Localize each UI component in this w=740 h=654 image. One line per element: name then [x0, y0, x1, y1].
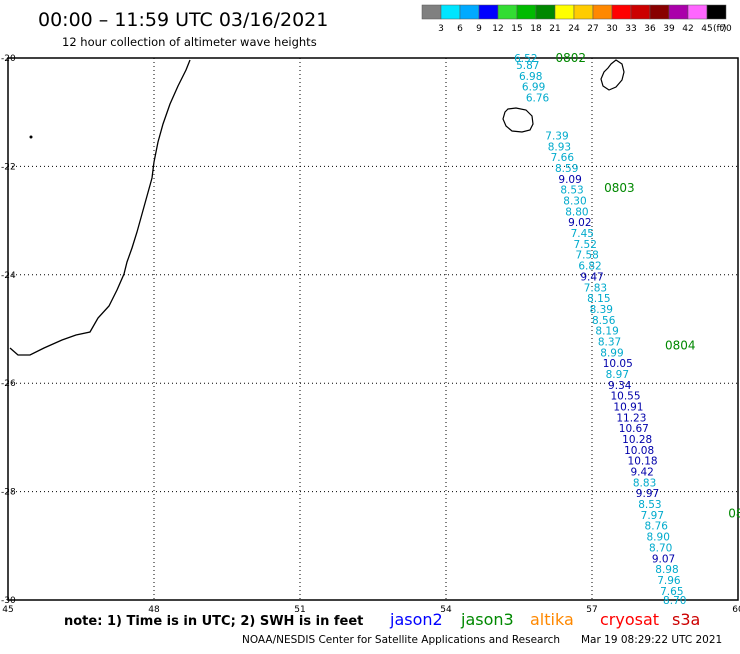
wave-height-label: 6.76	[526, 93, 550, 105]
footer-credit: NOAA/NESDIS Center for Satellite Applica…	[242, 634, 560, 646]
pass-time-label: 0802	[556, 51, 587, 65]
scale-swatch	[593, 5, 612, 19]
axis-tick-labels: 454851545760-20-22-24-26-28-30	[1, 54, 740, 615]
lat-tick-label: -30	[1, 596, 16, 606]
island-mauritius	[601, 60, 624, 90]
scale-label: 42	[682, 24, 693, 34]
island-reunion	[503, 108, 533, 132]
scale-label: 27	[587, 24, 598, 34]
islet	[30, 136, 33, 139]
scale-swatch	[536, 5, 555, 19]
scale-label: 9	[476, 24, 482, 34]
scale-swatch	[517, 5, 536, 19]
scale-swatch	[669, 5, 688, 19]
scale-swatch	[479, 5, 498, 19]
lat-tick-label: -28	[1, 488, 16, 498]
scale-swatch	[555, 5, 574, 19]
scale-label: 12	[492, 24, 503, 34]
wave-height-label: 8.70	[663, 595, 686, 607]
lat-tick-label: -26	[1, 379, 16, 389]
scale-label: 30	[606, 24, 618, 34]
footer-timestamp: Mar 19 08:29:22 UTC 2021	[581, 634, 722, 646]
scale-label: 45	[701, 24, 712, 34]
scale-swatch	[612, 5, 631, 19]
satellite-legend: jason2 jason3 altika cryosat s3a	[389, 610, 700, 629]
page-subtitle: 12 hour collection of altimeter wave hei…	[62, 35, 317, 49]
lon-tick-label: 60	[732, 605, 740, 615]
pass-time-label: 0803	[604, 181, 635, 195]
scale-label: 18	[530, 24, 542, 34]
scale-swatch	[498, 5, 517, 19]
scale-swatch	[650, 5, 669, 19]
map-grid	[8, 58, 738, 600]
lat-tick-label: -20	[1, 54, 16, 64]
lat-tick-label: -24	[1, 271, 16, 281]
scale-label: 33	[625, 24, 636, 34]
scale-label: 15	[511, 24, 522, 34]
lon-tick-label: 57	[586, 605, 597, 615]
satellite-label-jason2: jason2	[389, 610, 443, 629]
satellite-label-s3a: s3a	[672, 610, 700, 629]
scale-label: 39	[663, 24, 675, 34]
pass-time-label: 0804	[665, 338, 696, 352]
scale-label: 6	[457, 24, 463, 34]
wave-height-track: 6.525.876.986.996.767.398.937.668.599.09…	[514, 53, 686, 607]
scale-swatch	[688, 5, 707, 19]
pass-time-label: 080	[728, 506, 740, 520]
satellite-label-cryosat: cryosat	[600, 610, 659, 629]
satellite-label-jason3: jason3	[460, 610, 514, 629]
scale-swatch	[460, 5, 479, 19]
scale-swatch	[422, 5, 441, 19]
scale-swatch	[574, 5, 593, 19]
scale-label: 3	[438, 24, 444, 34]
satellite-label-altika: altika	[530, 610, 574, 629]
page-title: 00:00 – 11:59 UTC 03/16/2021	[38, 9, 328, 31]
scale-swatch	[441, 5, 460, 19]
lon-tick-label: 45	[2, 605, 13, 615]
scale-swatch	[707, 5, 726, 19]
scale-label: 24	[568, 24, 580, 34]
scale-label: 21	[549, 24, 560, 34]
map-frame	[8, 58, 738, 600]
footer-note: note: 1) Time is in UTC; 2) SWH is in fe…	[64, 614, 363, 629]
coastline-madagascar	[10, 60, 190, 355]
scale-label: 36	[644, 24, 656, 34]
lat-tick-label: -22	[1, 162, 16, 172]
scale-label: (ft)	[713, 24, 727, 34]
scale-swatch	[631, 5, 650, 19]
